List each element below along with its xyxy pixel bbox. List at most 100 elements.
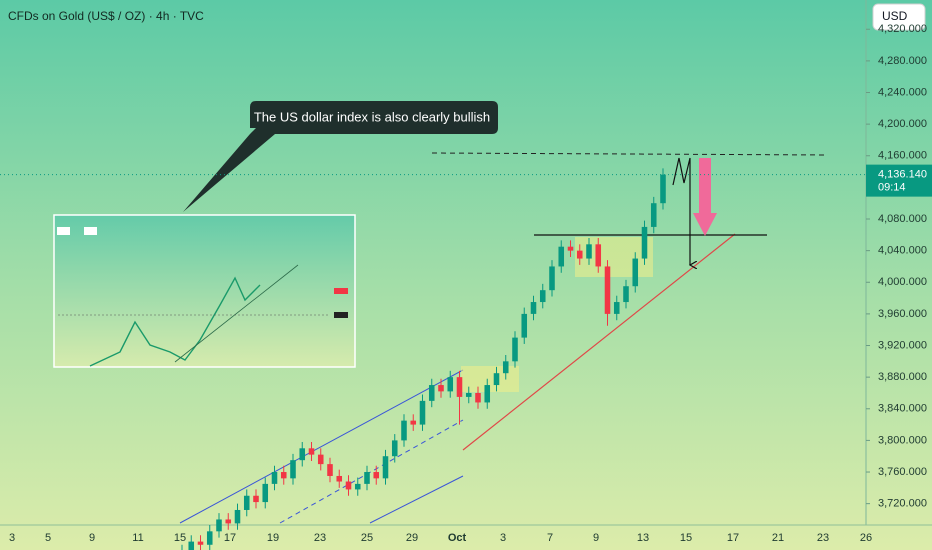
x-tick-label: 11 (132, 532, 143, 544)
callout (183, 101, 498, 212)
candle-body (632, 258, 639, 287)
candle-body (410, 420, 417, 425)
y-tick-label: 3,720.000 (878, 498, 927, 510)
y-tick-label: 3,920.000 (878, 339, 927, 351)
y-tick-label: 3,800.000 (878, 434, 927, 446)
inset-chart (53, 214, 356, 368)
candle-body (502, 361, 509, 374)
candle-body (475, 392, 481, 403)
x-tick-label: 15 (174, 532, 186, 544)
channel-line (179, 369, 464, 524)
candle-body (530, 302, 537, 314)
y-tick-label: 3,840.000 (878, 403, 927, 415)
x-tick-label: 25 (361, 532, 373, 544)
x-tick-label: 15 (680, 532, 692, 544)
x-tick-label: 19 (267, 532, 279, 544)
candle-body (438, 385, 444, 392)
candle-body (280, 472, 287, 479)
last-price-tag (866, 164, 932, 197)
currency-label[interactable]: USD (882, 9, 908, 23)
candle-body (345, 481, 352, 490)
y-tick-label: 4,040.000 (878, 245, 927, 257)
candle-body (512, 337, 518, 362)
candle-body (641, 226, 648, 259)
x-tick-label: 23 (817, 532, 829, 544)
y-tick-label: 4,160.000 (878, 150, 927, 162)
inset-frame (53, 214, 356, 368)
candle-body (382, 456, 389, 479)
candle-body (327, 464, 333, 476)
candle-body (234, 509, 241, 524)
x-tick-label: 26 (860, 532, 872, 544)
candle-body (317, 454, 324, 465)
candle-body (428, 385, 435, 401)
x-tick-label: 17 (224, 532, 236, 544)
candle-body (373, 472, 380, 479)
trend-line (462, 233, 736, 451)
candle-body (243, 495, 250, 510)
x-tick-label: 3 (9, 532, 15, 544)
candle-body (484, 385, 491, 403)
candle-body (308, 448, 315, 455)
y-tick-label: 3,880.000 (878, 371, 927, 383)
x-tick-label: Oct (448, 532, 467, 544)
candle-body (613, 302, 620, 314)
candle-body (253, 495, 259, 503)
candle-body (447, 377, 454, 392)
candle-body (216, 519, 222, 532)
candle-body (521, 313, 528, 338)
last-price-label: 4,136.140 (878, 169, 927, 181)
candle-body (354, 483, 361, 490)
candle-body (586, 244, 592, 259)
candle-body (197, 541, 204, 545)
inset-price (89, 276, 261, 367)
x-tick-label: 3 (500, 532, 506, 544)
y-tick-label: 4,240.000 (878, 86, 927, 98)
countdown-label: 09:14 (878, 182, 906, 194)
callout-text: The US dollar index is also clearly bull… (254, 109, 490, 124)
x-tick-label: 5 (45, 532, 51, 544)
down-arrow (699, 158, 711, 215)
x-tick-label: 29 (406, 532, 418, 544)
candle-body (419, 400, 426, 425)
candle-body (364, 472, 370, 484)
candle-body (650, 203, 657, 227)
candle-body (623, 286, 629, 303)
candle-body (567, 246, 574, 251)
y-tick-label: 4,280.000 (878, 55, 927, 67)
candle-body (595, 244, 602, 267)
candle-body (558, 246, 565, 267)
x-tick-label: 23 (314, 532, 326, 544)
candle-body (290, 460, 296, 479)
channel-line (369, 475, 464, 524)
inset-price-tag (334, 312, 348, 318)
candle-body (271, 472, 278, 484)
down-arrow (693, 213, 717, 236)
y-tick-label: 4,080.000 (878, 213, 927, 225)
inset-price-tag (334, 288, 348, 294)
candle-body (336, 475, 343, 482)
x-tick-label: 9 (89, 532, 95, 544)
candle-body (391, 440, 398, 457)
candle-body (539, 290, 546, 303)
candle-body (604, 266, 611, 314)
y-tick-label: 4,200.000 (878, 118, 927, 130)
candle-body (401, 420, 407, 441)
y-tick-label: 4,000.000 (878, 276, 927, 288)
x-tick-label: 21 (772, 532, 784, 544)
resistance-line (431, 152, 829, 156)
x-tick-label: 9 (593, 532, 599, 544)
candle-body (465, 392, 472, 397)
candle-body (262, 483, 269, 503)
candle-body (549, 266, 555, 291)
inset-box (57, 227, 70, 235)
x-tick-label: 17 (727, 532, 739, 544)
chart-title: CFDs on Gold (US$ / OZ) · 4h · TVC (8, 9, 204, 23)
inset-trend (174, 264, 299, 363)
y-tick-label: 3,760.000 (878, 466, 927, 478)
y-tick-label: 4,320.000 (878, 23, 927, 35)
currency-button[interactable] (872, 3, 926, 31)
candle-body (660, 174, 666, 204)
x-tick-label: 13 (637, 532, 649, 544)
